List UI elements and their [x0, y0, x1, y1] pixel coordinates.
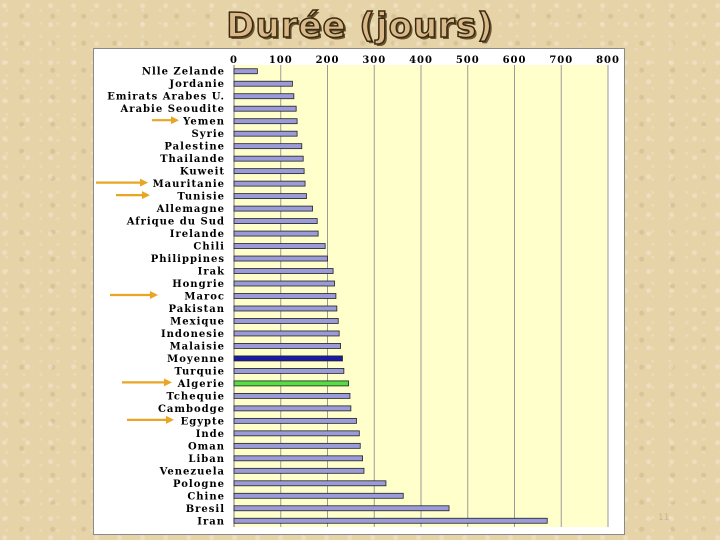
x-tick-label: 0 [230, 55, 238, 66]
bar-syrie [233, 130, 298, 137]
category-label: Jordanie [168, 79, 225, 90]
category-label: Chine [187, 491, 225, 502]
bar-indonesie [233, 330, 340, 337]
bars [233, 68, 548, 524]
bar-nlle-zelande [233, 68, 258, 75]
category-label: Thailande [160, 154, 225, 165]
category-label: Bresil [186, 504, 225, 515]
category-label: Syrie [192, 129, 225, 140]
chart-frame: 0 100 200 300 400 500 600 700 800 Nlle Zelande Jo… [93, 48, 625, 535]
category-label: Hongrie [172, 279, 225, 290]
category-label: Venezuela [159, 466, 225, 477]
bar-mexique [233, 318, 339, 324]
category-label: Mexique [170, 316, 225, 327]
bar-oman [233, 442, 361, 449]
x-tick-label: 200 [316, 55, 340, 66]
category-label: Arabie Seoudite [120, 104, 225, 115]
x-tick-label: 600 [503, 55, 527, 66]
x-tick-label: 500 [456, 55, 480, 66]
bar-chine [233, 492, 404, 499]
bar-inde [233, 430, 360, 437]
category-label: Philippines [151, 254, 225, 265]
category-label: Nlle Zelande [142, 67, 225, 78]
category-label: Kuweit [180, 167, 225, 178]
category-label: Allemagne [156, 204, 225, 215]
category-label: Moyenne [167, 354, 225, 365]
x-tick-label: 800 [596, 55, 620, 66]
bar-kuweit [233, 168, 305, 175]
bar-pologne [233, 480, 387, 487]
bar-moyenne [233, 355, 343, 362]
x-tick-label: 700 [549, 55, 573, 66]
category-label: Mauritanie [153, 179, 225, 190]
category-label: Malaisie [170, 341, 225, 352]
x-tick-label: 400 [409, 55, 433, 66]
category-label: Tunisie [177, 192, 225, 203]
bar-chili [233, 243, 326, 249]
bar-cambodge [233, 405, 352, 412]
bar-thailande [233, 155, 304, 162]
category-label: Cambodge [158, 404, 225, 415]
category-label: Indonesie [161, 329, 225, 340]
bar-yemen [233, 118, 298, 125]
category-label: Iran [197, 516, 225, 527]
bar-maroc [233, 293, 337, 299]
bar-turquie [233, 368, 345, 374]
page-number: 11 [658, 513, 670, 523]
category-label: Pakistan [169, 304, 225, 315]
bar-bresil [233, 505, 450, 512]
category-label: Maroc [184, 292, 225, 303]
bar-afrique-du-sud [233, 218, 318, 224]
category-label: Oman [188, 441, 225, 452]
bar-venezuela [233, 467, 365, 474]
category-label: Turquie [175, 366, 226, 377]
category-label: Irak [198, 267, 225, 278]
category-label: Yemen [182, 117, 225, 128]
category-label: Inde [196, 429, 225, 440]
bar-tchequie [233, 392, 351, 399]
category-label: Egypte [181, 416, 225, 427]
bar-algerie [233, 380, 349, 387]
category-label: Liban [188, 454, 225, 465]
page-title: Durée (jours) [226, 5, 494, 47]
bar-philippines [233, 255, 328, 262]
bar-irelande [233, 230, 319, 237]
bar-irak [233, 268, 334, 274]
bar-emirats-arabes-u- [233, 93, 295, 100]
x-tick-label: 300 [362, 55, 386, 66]
bar-palestine [233, 143, 303, 150]
bar-liban [233, 455, 363, 462]
category-label: Pologne [173, 479, 225, 490]
category-label: Chili [193, 242, 225, 253]
category-label: Afrique du Sud [126, 217, 225, 228]
bar-hongrie [233, 280, 335, 287]
bar-malaisie [233, 343, 341, 349]
bar-chart: 0 100 200 300 400 500 600 700 800 Nlle ZelandeJo… [107, 55, 620, 528]
x-tick-label: 100 [269, 55, 293, 66]
bar-jordanie [233, 80, 293, 87]
category-label: Emirats Arabes U. [107, 92, 225, 103]
category-label: Palestine [164, 142, 225, 153]
bar-allemagne [233, 205, 313, 212]
x-axis-ticks: 0 100 200 300 400 500 600 700 800 [230, 55, 620, 66]
bar-egypte [233, 417, 357, 424]
bar-mauritanie [233, 180, 306, 187]
category-label: Tchequie [167, 391, 225, 402]
bar-tunisie [233, 193, 307, 200]
bar-pakistan [233, 305, 338, 312]
category-label: Irelande [170, 229, 225, 240]
bar-arabie-seoudite [233, 105, 297, 112]
bar-iran [233, 517, 548, 524]
category-label: Algerie [177, 379, 225, 390]
